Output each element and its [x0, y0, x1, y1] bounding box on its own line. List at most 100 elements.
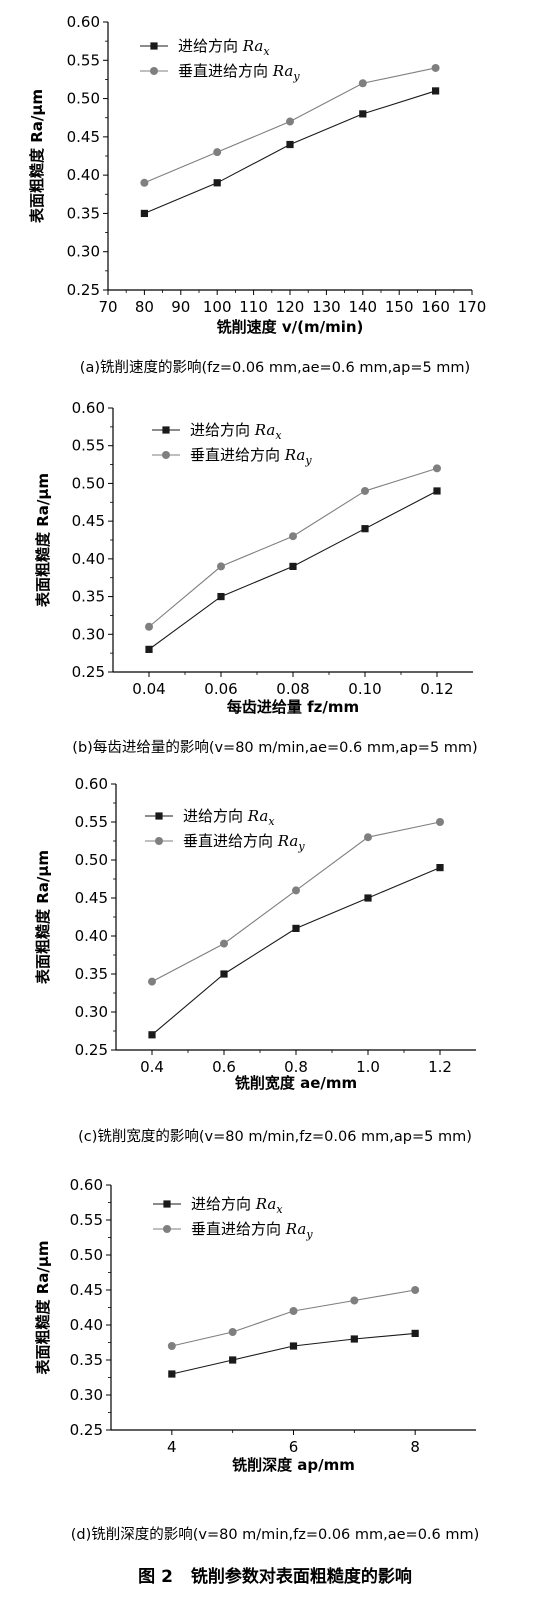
series-line: [148, 490, 438, 650]
chart-c-svg: 0.25 0.30 0.35 0.40 0.45 0.50 0.55 0.60 0.4 0.6 0.…: [34, 775, 476, 1092]
y-tick-label: 0.40: [70, 1316, 103, 1334]
x-tick-label: 140: [348, 298, 377, 316]
y-tick-label: 0.60: [75, 775, 108, 793]
chart-a-svg: 0.25 0.30 0.35 0.40 0.45 0.50 0.55 0.60 70 80 90 10…: [28, 13, 486, 336]
x-tick-label: 1.0: [356, 1058, 380, 1076]
series-ra-x: [145, 487, 441, 653]
data-point: [145, 645, 153, 653]
data-point: [220, 939, 228, 948]
chart-c-caption: (c)铣削宽度的影响(v=80 m/min,fz=0.06 mm,ap=5 mm…: [78, 1129, 472, 1145]
data-point: [286, 140, 294, 149]
data-point: [168, 1370, 176, 1378]
legend-marker: [162, 451, 170, 459]
chart-d-caption: (d)铣削深度的影响(v=80 m/min,fz=0.06 mm,ae=0.6 …: [70, 1527, 480, 1543]
y-tick-label: 0.50: [72, 474, 105, 492]
legend-entry: 垂直进给方向 Ray: [145, 832, 305, 853]
y-tick-label: 0.45: [75, 889, 108, 907]
data-point: [140, 178, 149, 187]
legend-label: 垂直进给方向 Ray: [191, 1220, 313, 1241]
legend-entry: 垂直进给方向 Ray: [152, 446, 312, 467]
data-point: [292, 924, 300, 932]
legend-label: 进给方向 Rax: [190, 421, 282, 442]
legend-label: 垂直进给方向 Ray: [178, 62, 300, 83]
data-point: [350, 1296, 359, 1305]
legend-marker: [163, 1200, 171, 1208]
chart-panel-d: 0.25 0.30 0.35 0.40 0.45 0.50 0.55 0.60 4 6 8 表面粗糙度…: [0, 1165, 550, 1560]
data-point: [220, 970, 228, 978]
x-tick-label: 0.06: [204, 680, 237, 698]
x-tick-label: 80: [135, 298, 154, 316]
y-tick-label: 0.35: [70, 1351, 103, 1369]
series-line: [148, 467, 438, 628]
x-tick-label: 0.12: [420, 680, 453, 698]
series-ra-y: [145, 464, 441, 631]
chart-b-svg: 0.25 0.30 0.35 0.40 0.45 0.50 0.55 0.60 0.04 0.06…: [34, 399, 473, 716]
y-tick-label: 0.25: [72, 663, 105, 681]
y-tick-label: 0.45: [70, 1281, 103, 1299]
x-tick-label: 100: [203, 298, 232, 316]
data-point: [364, 894, 372, 902]
legend-marker: [155, 812, 163, 820]
data-point: [436, 818, 444, 826]
y-tick-label: 0.40: [67, 166, 100, 184]
series-ra-y: [167, 1286, 420, 1350]
y-tick-label: 0.50: [75, 851, 108, 869]
data-point: [148, 1031, 156, 1039]
data-point: [213, 148, 222, 157]
legend-label: 进给方向 Rax: [191, 1195, 283, 1216]
data-point: [433, 464, 441, 473]
data-point: [436, 864, 444, 872]
data-point: [432, 87, 440, 95]
legend-marker: [150, 42, 158, 50]
series-ra-x: [148, 864, 444, 1039]
data-point: [228, 1328, 237, 1336]
y-tick-label: 0.30: [67, 243, 100, 261]
y-tick-label: 0.35: [72, 588, 105, 606]
data-point: [364, 833, 372, 842]
y-tick-label: 0.40: [72, 550, 105, 568]
x-axis-title: 每齿进给量 fz/mm: [227, 698, 359, 716]
data-point: [289, 562, 297, 570]
data-point: [286, 117, 294, 126]
y-tick-label: 0.60: [72, 399, 105, 417]
chart-d-svg: 0.25 0.30 0.35 0.40 0.45 0.50 0.55 0.60 4 6 8 表面粗糙度…: [34, 1176, 476, 1474]
x-tick-label: 0.4: [140, 1058, 164, 1076]
legend-entry: 垂直进给方向 Ray: [153, 1220, 313, 1241]
x-tick-label: 1.2: [428, 1058, 452, 1076]
legend-marker: [163, 1225, 171, 1233]
y-tick-label: 0.30: [72, 625, 105, 643]
chart-a-caption: (a)铣削速度的影响(fz=0.06 mm,ae=0.6 mm,ap=5 mm): [79, 360, 471, 376]
data-point: [148, 977, 156, 986]
y-tick-label: 0.35: [75, 965, 108, 983]
y-tick-label: 0.45: [67, 128, 100, 146]
x-tick-label: 160: [421, 298, 450, 316]
x-tick-label: 0.6: [212, 1058, 236, 1076]
x-tick-label: 4: [167, 1438, 177, 1456]
x-tick-label: 0.10: [348, 680, 381, 698]
y-tick-label: 0.55: [67, 51, 100, 69]
chart-b-caption: (b)每齿进给量的影响(v=80 m/min,ae=0.6 mm,ap=5 mm…: [72, 740, 478, 756]
x-tick-label: 150: [385, 298, 414, 316]
data-point: [431, 63, 440, 72]
x-tick-label: 0.8: [284, 1058, 308, 1076]
series-line: [171, 1332, 416, 1375]
legend-marker: [155, 837, 163, 845]
chart-panel-b: 0.25 0.30 0.35 0.40 0.45 0.50 0.55 0.60 0.04 0.06…: [0, 390, 550, 770]
legend-entry: 进给方向 Rax: [152, 421, 282, 442]
data-point: [411, 1286, 420, 1294]
x-axis-title: 铣削速度 v/(m/min): [217, 318, 364, 336]
data-point: [167, 1342, 176, 1350]
x-tick-label: 130: [312, 298, 341, 316]
x-tick-label: 70: [98, 298, 117, 316]
x-tick-label: 110: [239, 298, 268, 316]
data-point: [289, 532, 297, 541]
data-point: [289, 1342, 298, 1350]
data-point: [358, 79, 367, 88]
chart-panel-a: 0.25 0.30 0.35 0.40 0.45 0.50 0.55 0.60 70 80 90 10…: [0, 0, 550, 390]
series-line: [144, 90, 436, 214]
y-tick-label: 0.40: [75, 927, 108, 945]
y-tick-label: 0.55: [72, 437, 105, 455]
x-tick-label: 6: [289, 1438, 299, 1456]
y-tick-label: 0.30: [70, 1386, 103, 1404]
series-ra-x: [140, 87, 440, 218]
